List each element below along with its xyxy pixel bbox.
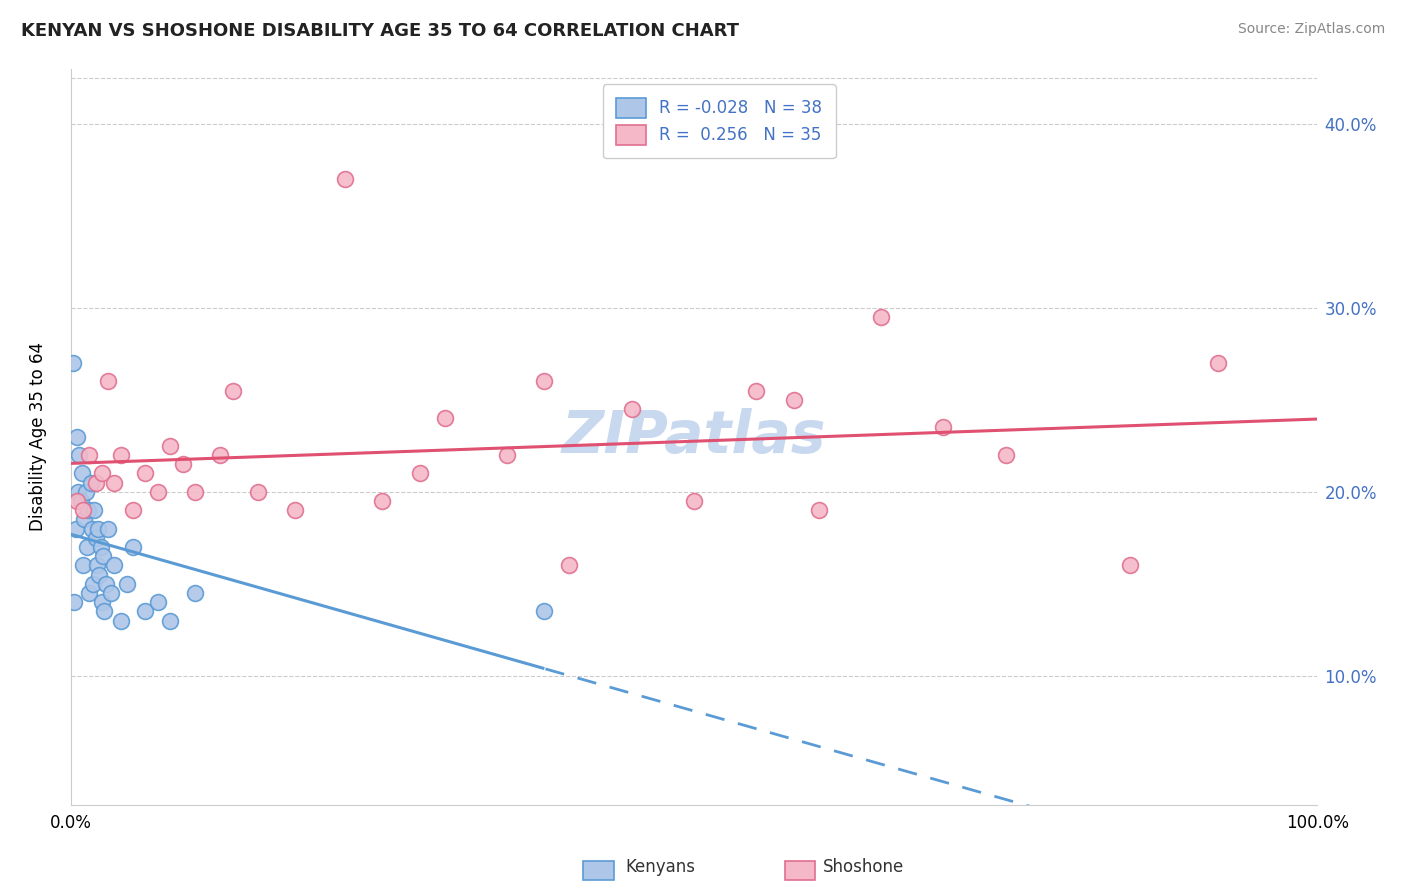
Text: KENYAN VS SHOSHONE DISABILITY AGE 35 TO 64 CORRELATION CHART: KENYAN VS SHOSHONE DISABILITY AGE 35 TO … bbox=[21, 22, 740, 40]
Point bbox=[134, 604, 156, 618]
Point bbox=[246, 484, 269, 499]
Point bbox=[1206, 356, 1229, 370]
Point bbox=[172, 457, 194, 471]
Point bbox=[333, 172, 356, 186]
Point bbox=[83, 503, 105, 517]
Point bbox=[65, 522, 87, 536]
Point bbox=[115, 577, 138, 591]
Point bbox=[84, 475, 107, 490]
Point bbox=[72, 503, 94, 517]
Point bbox=[75, 484, 97, 499]
Point bbox=[72, 558, 94, 573]
Point bbox=[91, 549, 114, 564]
Point bbox=[146, 484, 169, 499]
Point bbox=[80, 522, 103, 536]
Point bbox=[90, 540, 112, 554]
Point bbox=[94, 577, 117, 591]
Point bbox=[433, 411, 456, 425]
Point bbox=[110, 448, 132, 462]
Point bbox=[409, 467, 432, 481]
Text: Source: ZipAtlas.com: Source: ZipAtlas.com bbox=[1237, 22, 1385, 37]
Point bbox=[371, 494, 394, 508]
Point bbox=[558, 558, 581, 573]
Point bbox=[79, 586, 101, 600]
Point bbox=[69, 494, 91, 508]
Point bbox=[97, 375, 120, 389]
Text: Shoshone: Shoshone bbox=[823, 858, 904, 876]
Point bbox=[284, 503, 307, 517]
Point bbox=[134, 467, 156, 481]
Point bbox=[62, 356, 84, 370]
Point bbox=[807, 503, 830, 517]
Point bbox=[90, 467, 112, 481]
Point bbox=[84, 531, 107, 545]
Point bbox=[222, 384, 245, 398]
Point bbox=[184, 484, 207, 499]
Point bbox=[97, 522, 120, 536]
Point bbox=[66, 429, 89, 443]
Point bbox=[103, 558, 125, 573]
Point bbox=[70, 467, 93, 481]
Point bbox=[533, 604, 555, 618]
Point bbox=[533, 375, 555, 389]
Point bbox=[67, 448, 90, 462]
Point bbox=[73, 512, 96, 526]
Point bbox=[100, 586, 122, 600]
Point bbox=[745, 384, 768, 398]
Point bbox=[90, 595, 112, 609]
Text: ZIPatlas: ZIPatlas bbox=[562, 409, 827, 465]
Point bbox=[870, 310, 893, 324]
Point bbox=[79, 448, 101, 462]
Point bbox=[159, 614, 181, 628]
Point bbox=[620, 402, 643, 417]
Point bbox=[496, 448, 519, 462]
Point bbox=[932, 420, 955, 434]
Point bbox=[994, 448, 1017, 462]
Point bbox=[86, 558, 108, 573]
Point bbox=[159, 439, 181, 453]
Point bbox=[67, 484, 90, 499]
Point bbox=[209, 448, 232, 462]
Point bbox=[146, 595, 169, 609]
Point bbox=[122, 503, 145, 517]
Point bbox=[89, 567, 111, 582]
Point bbox=[82, 577, 104, 591]
Point bbox=[76, 540, 98, 554]
Point bbox=[110, 614, 132, 628]
Point bbox=[1119, 558, 1142, 573]
Point bbox=[93, 604, 115, 618]
Point bbox=[103, 475, 125, 490]
Point bbox=[63, 595, 86, 609]
Point bbox=[184, 586, 207, 600]
Point bbox=[783, 392, 806, 407]
Legend: R = -0.028   N = 38, R =  0.256   N = 35: R = -0.028 N = 38, R = 0.256 N = 35 bbox=[603, 84, 835, 158]
Point bbox=[87, 522, 110, 536]
Text: Kenyans: Kenyans bbox=[626, 858, 696, 876]
Point bbox=[66, 494, 89, 508]
Point bbox=[122, 540, 145, 554]
Point bbox=[683, 494, 706, 508]
Point bbox=[79, 475, 101, 490]
Y-axis label: Disability Age 35 to 64: Disability Age 35 to 64 bbox=[30, 343, 46, 531]
Point bbox=[77, 503, 100, 517]
